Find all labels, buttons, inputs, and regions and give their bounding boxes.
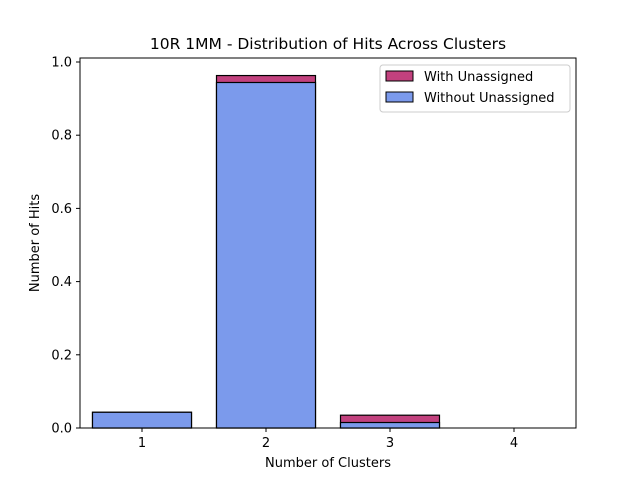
x-tick-label: 2 [262, 436, 270, 451]
bar-without-unassigned-3 [339, 421, 441, 429]
axes-frame [79, 57, 577, 429]
bar-without-unassigned-2 [215, 81, 317, 429]
bars-layer [91, 74, 441, 429]
x-tick-label: 3 [386, 436, 394, 451]
bar-without-unassigned-1 [91, 411, 193, 429]
legend-swatch-without-unassigned [385, 91, 414, 103]
y-tick-label: 1.0 [51, 56, 72, 71]
legend-swatch-with-unassigned [385, 70, 414, 82]
chart-title: 10R 1MM - Distribution of Hits Across Cl… [150, 35, 506, 53]
y-tick-label: 0.4 [51, 275, 72, 290]
legend-box [379, 64, 571, 113]
legend-label-with-unassigned: With Unassigned [424, 70, 533, 85]
y-axis-label: Number of Hits [28, 194, 43, 293]
y-tick-label: 0.0 [51, 422, 72, 437]
legend-label-without-unassigned: Without Unassigned [424, 91, 555, 106]
y-tick-label: 0.6 [51, 202, 72, 217]
x-tick-label: 1 [138, 436, 146, 451]
x-tick-label: 4 [510, 436, 518, 451]
x-axis-label: Number of Clusters [265, 456, 391, 471]
legend: With Unassigned Without Unassigned [379, 64, 571, 113]
plot-area [80, 58, 576, 428]
axes-layer: 0.0 0.2 0.4 0.6 0.8 1.0 1 2 3 4 [51, 56, 577, 451]
y-tick-label: 0.8 [51, 129, 72, 144]
y-tick-label: 0.2 [51, 348, 72, 363]
